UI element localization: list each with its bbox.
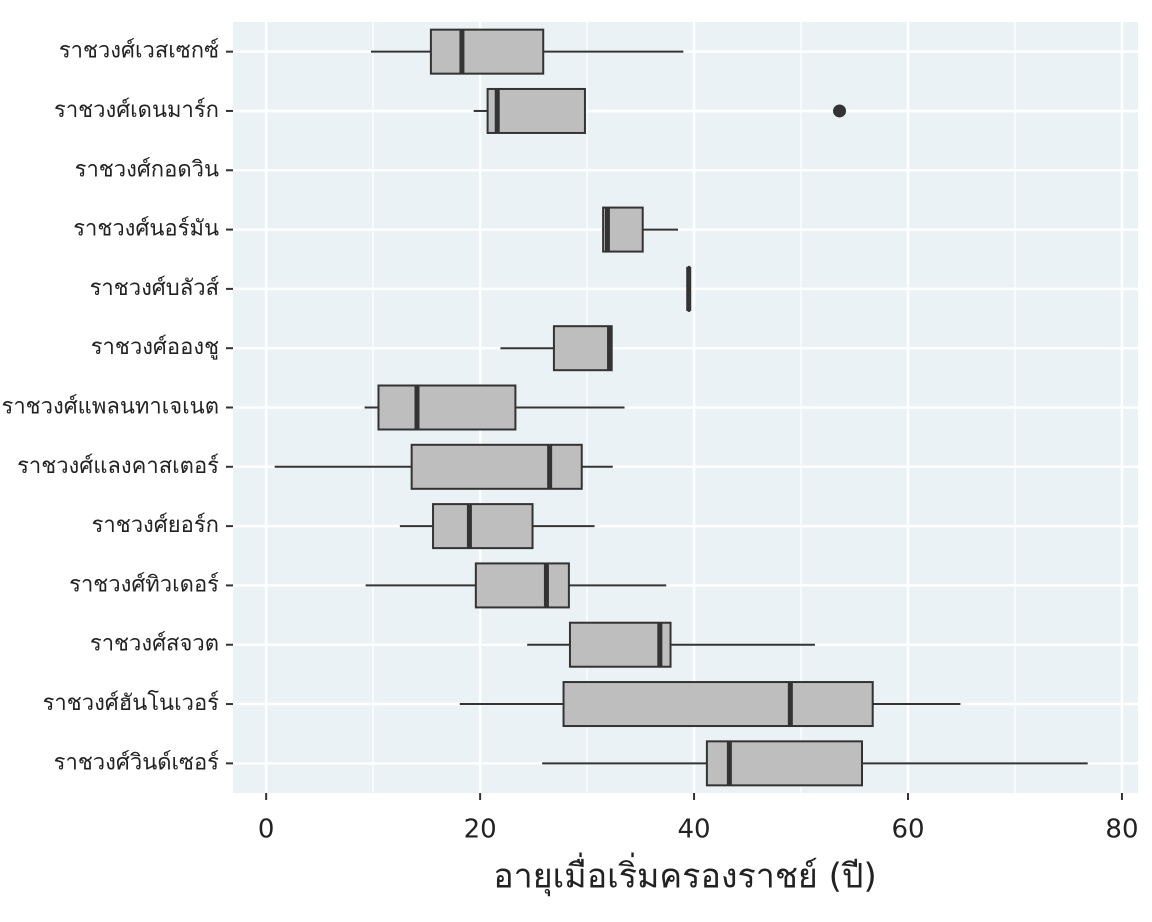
x-axis-title: อายุเมื่อเริ่มครองราชย์ (ปี) xyxy=(493,853,876,897)
y-tick-label: ราชวงศ์ทิวเดอร์ xyxy=(69,572,219,597)
y-tick-label: ราชวงศ์กอดวิน xyxy=(75,157,219,182)
y-tick-label: ราชวงศ์วินด์เซอร์ xyxy=(54,750,220,775)
y-tick-label: ราชวงศ์แลงคาสเตอร์ xyxy=(17,454,219,479)
box xyxy=(552,325,613,372)
box xyxy=(486,87,586,134)
box xyxy=(377,384,517,431)
box xyxy=(474,562,570,609)
x-tick-label: 20 xyxy=(464,815,497,845)
x-tick-label: 80 xyxy=(1105,815,1138,845)
y-tick-label: ราชวงศ์สจวต xyxy=(90,632,219,657)
y-tick-label: ราชวงศ์เดนมาร์ก xyxy=(54,98,219,123)
box xyxy=(410,443,583,490)
outlier xyxy=(833,104,847,118)
y-tick-label: ราชวงศ์ฮันโนเวอร์ xyxy=(43,690,220,716)
y-tick-label: ราชวงศ์แพลนทาเจเนต xyxy=(2,395,219,420)
y-tick-label: ราชวงศ์ยอร์ก xyxy=(92,513,219,538)
y-tick-label: ราชวงศ์เวสเซกซ์ xyxy=(59,39,219,64)
box xyxy=(432,503,534,550)
y-tick-label: ราชวงศ์อองชู xyxy=(91,335,219,360)
x-tick-label: 40 xyxy=(678,815,711,845)
box xyxy=(562,681,874,728)
x-tick-label: 0 xyxy=(258,815,275,845)
y-tick-label: ราชวงศ์บลัวส์ xyxy=(90,276,220,301)
box xyxy=(705,740,864,787)
x-tick-label: 60 xyxy=(891,815,924,845)
box xyxy=(568,621,672,668)
y-tick-label: ราชวงศ์นอร์มัน xyxy=(73,217,219,242)
box xyxy=(429,28,545,75)
